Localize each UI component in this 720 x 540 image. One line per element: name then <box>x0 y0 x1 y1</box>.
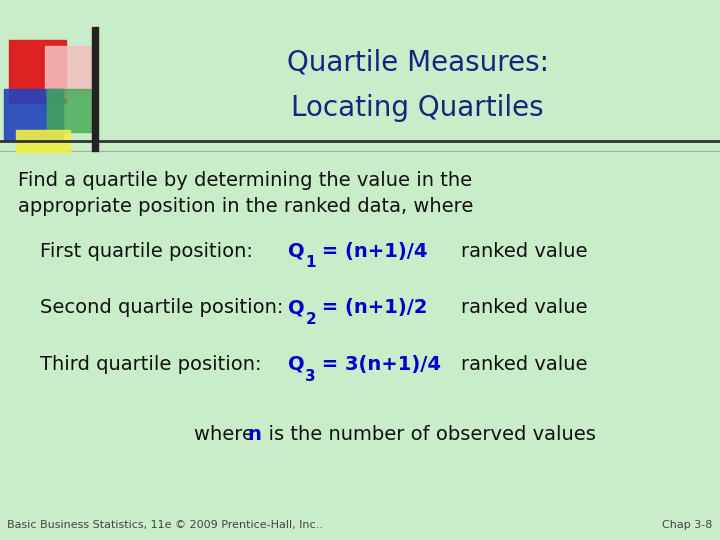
Text: Q: Q <box>288 298 305 318</box>
Text: = (n+1)/2: = (n+1)/2 <box>315 298 428 318</box>
Text: 3: 3 <box>305 369 316 384</box>
Text: ranked value: ranked value <box>461 355 588 374</box>
Text: Basic Business Statistics, 11e © 2009 Prentice-Hall, Inc..: Basic Business Statistics, 11e © 2009 Pr… <box>7 520 323 530</box>
Bar <box>4 89 63 140</box>
Text: First quartile position:: First quartile position: <box>40 241 253 261</box>
Bar <box>47 89 94 132</box>
Text: Second quartile position:: Second quartile position: <box>40 298 283 318</box>
Text: Q: Q <box>288 355 305 374</box>
Text: ranked value: ranked value <box>461 241 588 261</box>
Text: Find a quartile by determining the value in the: Find a quartile by determining the value… <box>18 171 472 191</box>
Text: 2: 2 <box>305 312 316 327</box>
Text: n: n <box>247 425 261 444</box>
Text: Q: Q <box>288 241 305 261</box>
Text: Third quartile position:: Third quartile position: <box>40 355 261 374</box>
Text: 1: 1 <box>305 255 316 271</box>
Text: = 3(n+1)/4: = 3(n+1)/4 <box>315 355 441 374</box>
Bar <box>45 46 96 97</box>
Text: appropriate position in the ranked data, where: appropriate position in the ranked data,… <box>18 197 473 216</box>
Text: where: where <box>194 425 267 444</box>
Text: is the number of observed values: is the number of observed values <box>256 425 596 444</box>
Bar <box>92 27 98 151</box>
Bar <box>9 40 66 103</box>
Text: ranked value: ranked value <box>461 298 588 318</box>
Bar <box>16 130 70 152</box>
Text: Chap 3-8: Chap 3-8 <box>662 520 713 530</box>
Text: = (n+1)/4: = (n+1)/4 <box>315 241 428 261</box>
Text: Locating Quartiles: Locating Quartiles <box>292 94 544 122</box>
Text: Quartile Measures:: Quartile Measures: <box>287 48 549 76</box>
